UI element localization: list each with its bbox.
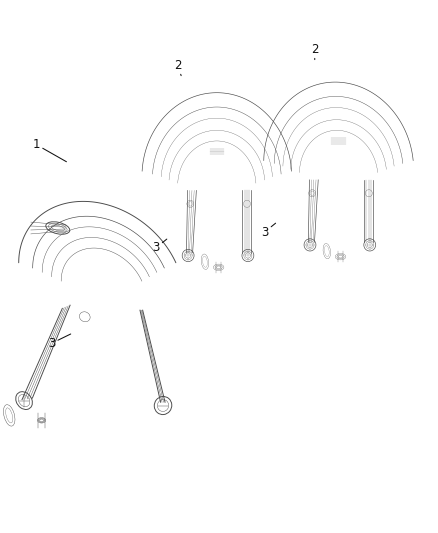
- Text: 1: 1: [32, 138, 67, 161]
- Text: 3: 3: [152, 239, 167, 254]
- Text: 2: 2: [311, 43, 318, 60]
- Text: 2: 2: [174, 59, 181, 76]
- Text: 3: 3: [48, 334, 71, 350]
- Text: 3: 3: [261, 223, 276, 239]
